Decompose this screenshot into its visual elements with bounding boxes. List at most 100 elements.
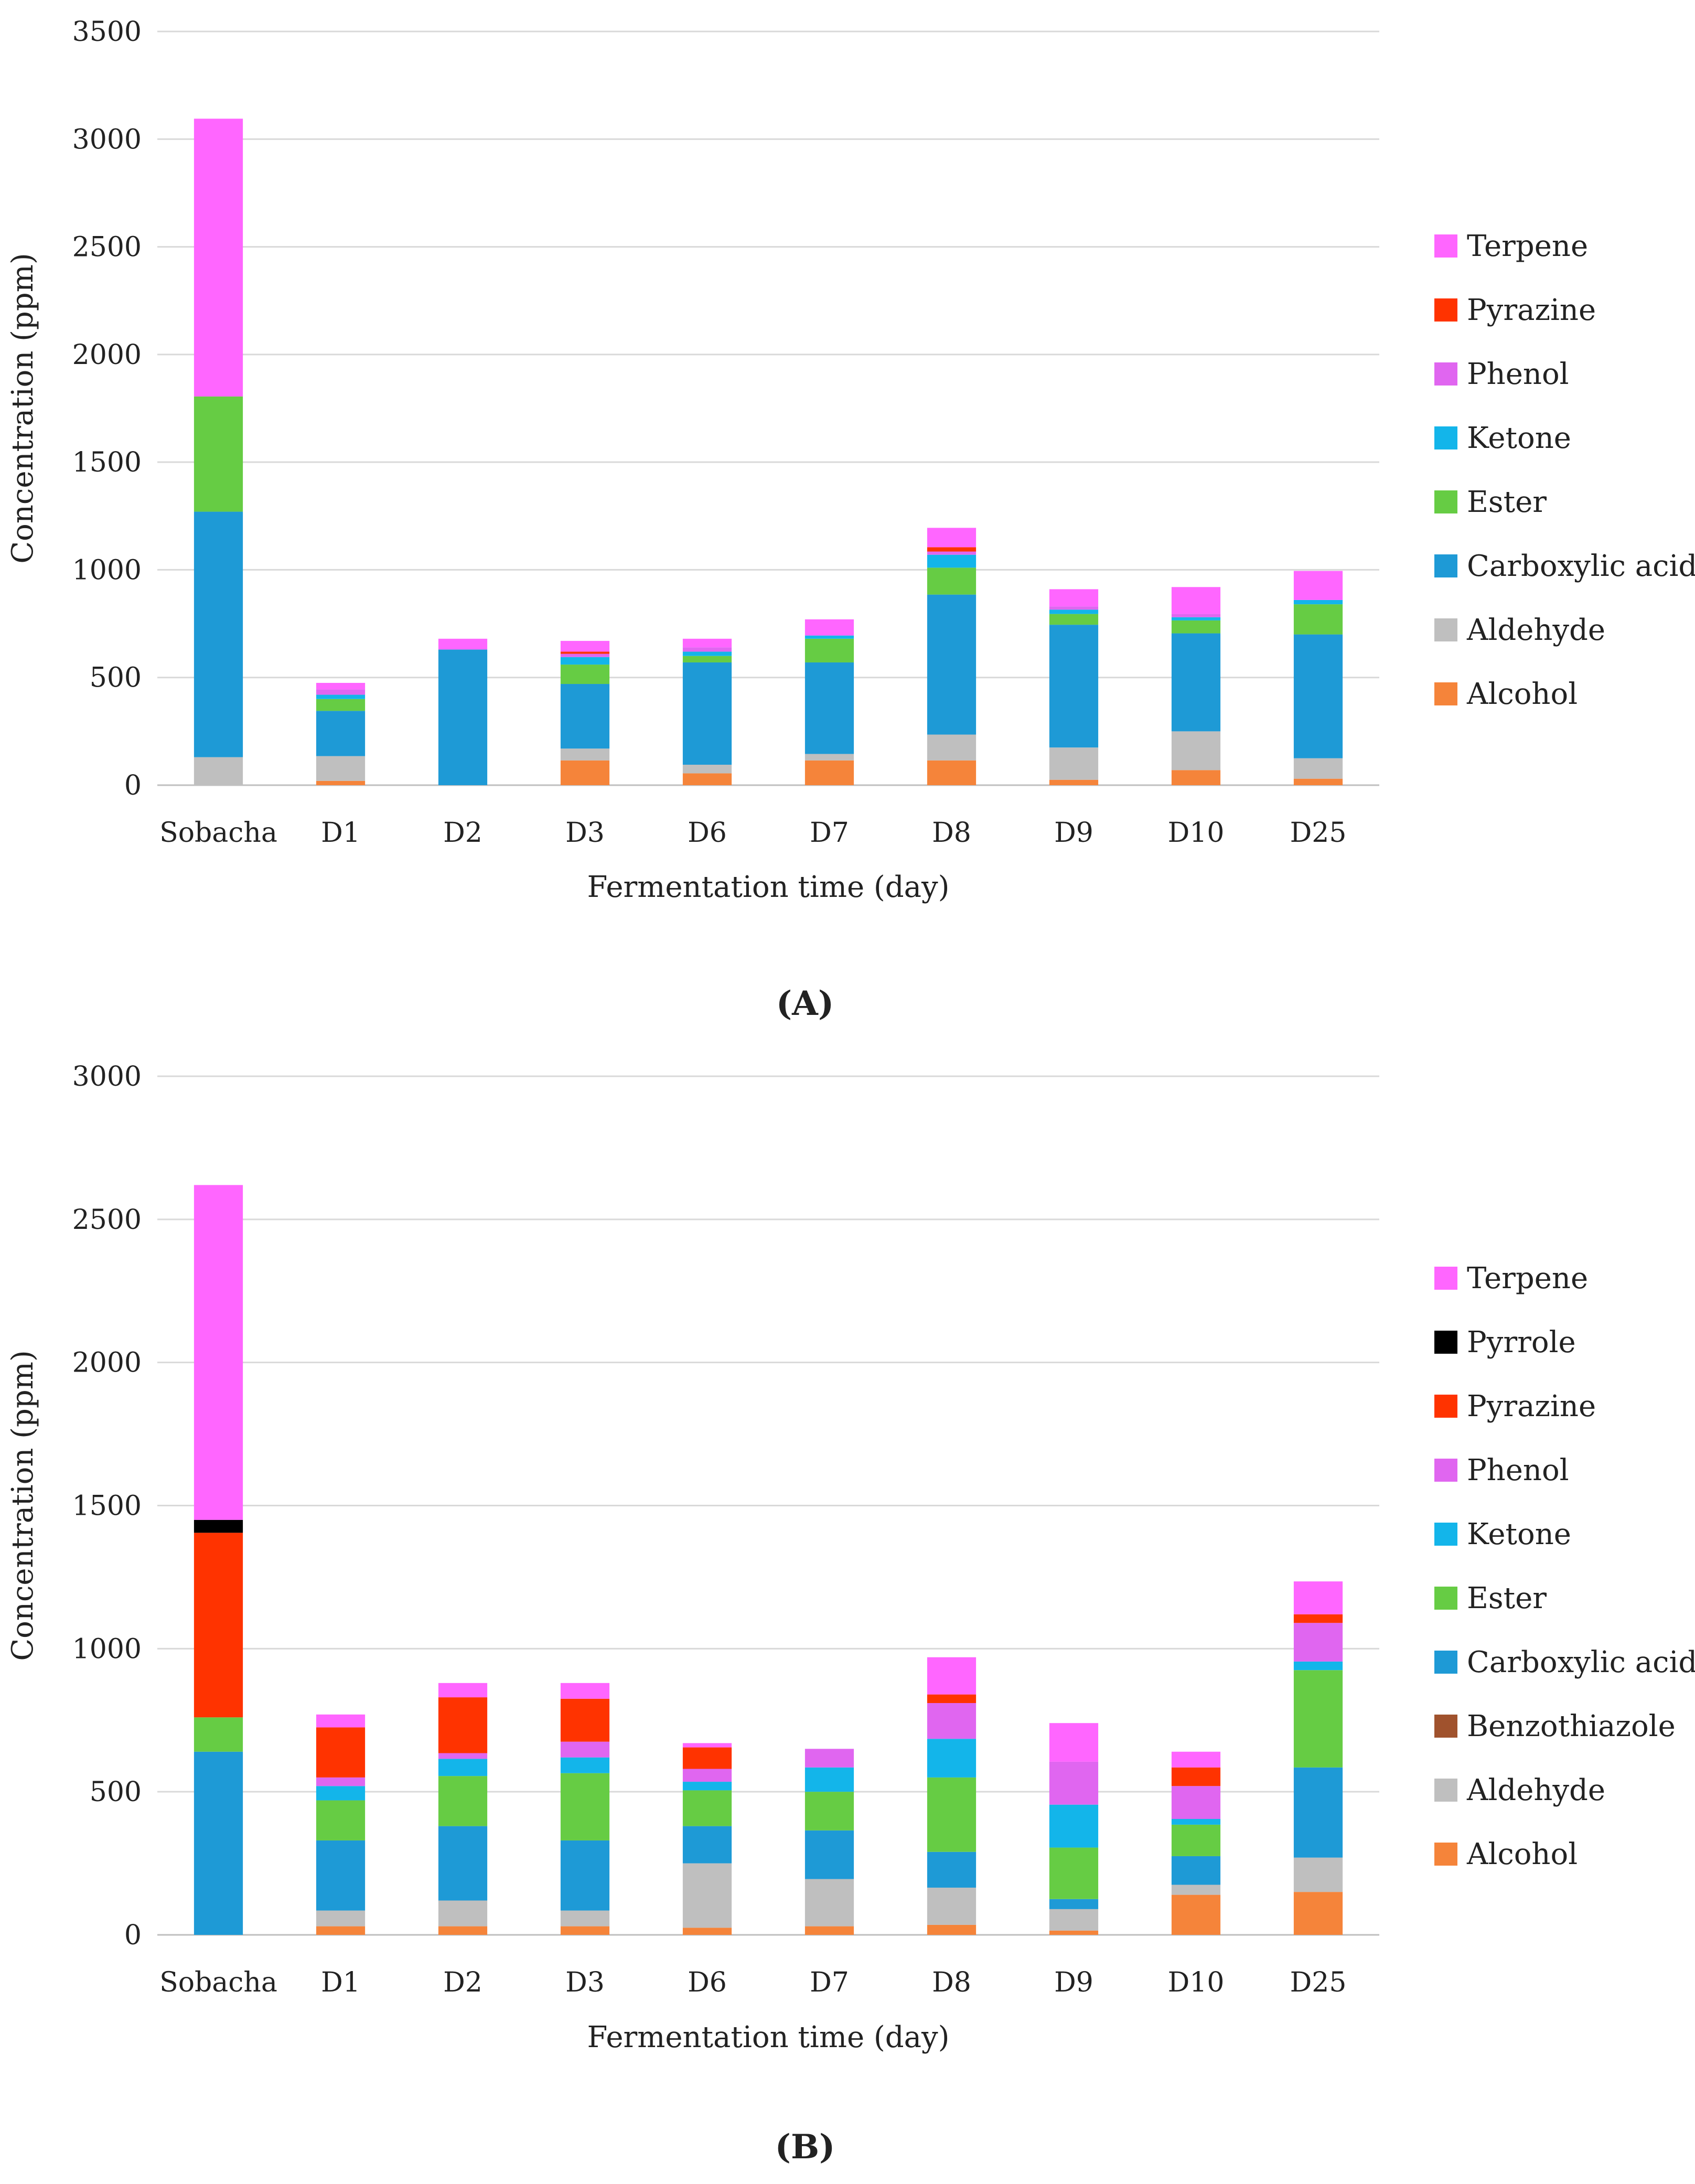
bar-segment-aldehyde-d6 <box>682 1863 732 1928</box>
bar-segment-ketone-d25 <box>1293 599 1343 605</box>
legend-swatch-terpene <box>1434 1267 1457 1290</box>
legend-label-phenol: Phenol <box>1467 357 1569 391</box>
bar-segment-terpene-d25 <box>1293 1581 1343 1614</box>
bar-segment-phenol-d6 <box>682 647 732 652</box>
y-tick-label: 0 <box>124 1920 142 1951</box>
bar-segment-ketone-d7 <box>804 1767 854 1792</box>
bar-segment-alcohol-d8 <box>927 1924 977 1935</box>
bar-segment-phenol-d2 <box>438 1753 488 1759</box>
bar-segment-ester-d3 <box>560 665 610 684</box>
bar-segment-carboxylic-acid-d7 <box>804 1830 854 1879</box>
y-tick-label: 2000 <box>72 339 142 371</box>
x-axis-title: Fermentation time (day) <box>587 2020 950 2054</box>
bar-segment-carboxylic-acid-sobacha <box>194 1751 243 1935</box>
bar-segment-alcohol-d25 <box>1293 1892 1343 1935</box>
legend-label-pyrazine: Pyrazine <box>1467 293 1596 327</box>
bar-segment-aldehyde-d8 <box>927 734 977 761</box>
bar-segment-aldehyde-d7 <box>804 754 854 761</box>
bar-segment-phenol-d3 <box>560 654 610 657</box>
x-tick-label: D9 <box>1054 817 1093 849</box>
legend-swatch-alcohol <box>1434 682 1457 705</box>
y-tick-label: 3000 <box>72 124 142 155</box>
bar-segment-pyrazine-d1 <box>316 1727 366 1778</box>
bar-segment-carboxylic-acid-d3 <box>560 684 610 749</box>
x-tick-label: D3 <box>565 817 605 849</box>
bar-segment-alcohol-d8 <box>927 760 977 785</box>
bar-segment-aldehyde-d7 <box>804 1879 854 1926</box>
bar-segment-phenol-d10 <box>1171 614 1221 617</box>
bar-segment-alcohol-d9 <box>1049 1930 1099 1935</box>
bar-segment-ketone-d3 <box>560 657 610 665</box>
bar-segment-aldehyde-sobacha <box>194 757 243 785</box>
x-tick-label: D8 <box>932 817 971 849</box>
x-tick-label: D6 <box>688 817 727 849</box>
bar-segment-alcohol-d2 <box>438 1926 488 1935</box>
bar-segment-alcohol-d10 <box>1171 770 1221 785</box>
bar-segment-terpene-d3 <box>560 1683 610 1699</box>
bar-segment-ketone-d1 <box>316 1786 366 1801</box>
bar-segment-terpene-d9 <box>1049 589 1099 607</box>
bar-segment-aldehyde-d25 <box>1293 758 1343 779</box>
bar-segment-carboxylic-acid-d25 <box>1293 1767 1343 1858</box>
bar-segment-carboxylic-acid-d6 <box>682 1826 732 1864</box>
bar-segment-aldehyde-d2 <box>438 1900 488 1926</box>
bar-segment-pyrazine-d3 <box>560 651 610 654</box>
bar-segment-alcohol-d6 <box>682 1928 732 1935</box>
bar-segment-pyrazine-d8 <box>927 547 977 552</box>
bar-segment-terpene-d10 <box>1171 587 1221 614</box>
bar-segment-pyrazine-d25 <box>1293 1614 1343 1623</box>
bar-segment-aldehyde-d1 <box>316 1910 366 1926</box>
bar-segment-ester-sobacha <box>194 1717 243 1752</box>
x-tick-label: D25 <box>1290 817 1347 849</box>
x-tick-label: D2 <box>443 817 482 849</box>
bar-segment-ester-d7 <box>804 638 854 662</box>
bar-segment-terpene-d2 <box>438 1683 488 1698</box>
y-tick-label: 1000 <box>72 1633 142 1665</box>
x-tick-label: D10 <box>1168 817 1225 849</box>
x-tick-label: D1 <box>321 1967 360 1998</box>
x-tick-label: D2 <box>443 1967 482 1998</box>
y-axis-title: Concentration (ppm) <box>6 1350 40 1661</box>
bar-segment-alcohol-d10 <box>1171 1894 1221 1935</box>
y-axis-title: Concentration (ppm) <box>6 253 40 563</box>
x-tick-label: D8 <box>932 1967 971 1998</box>
bar-segment-terpene-d8 <box>927 528 977 548</box>
x-tick-label: Sobacha <box>159 817 277 849</box>
legend-swatch-pyrrole <box>1434 1331 1457 1354</box>
bar-segment-carboxylic-acid-sobacha <box>194 511 243 757</box>
legend-label-pyrrole: Pyrrole <box>1467 1325 1576 1359</box>
bar-segment-phenol-d8 <box>927 1703 977 1739</box>
y-tick-label: 1000 <box>72 554 142 586</box>
bar-segment-ketone-d3 <box>560 1757 610 1773</box>
bar-segment-ester-d7 <box>804 1792 854 1830</box>
legend-swatch-alcohol <box>1434 1843 1457 1866</box>
bar-segment-carboxylic-acid-d10 <box>1171 633 1221 732</box>
bar-segment-ketone-d10 <box>1171 1819 1221 1825</box>
legend-swatch-ester <box>1434 490 1457 513</box>
bar-segment-carboxylic-acid-d25 <box>1293 634 1343 758</box>
legend-label-aldehyde: Aldehyde <box>1466 1773 1605 1807</box>
bar-segment-carboxylic-acid-d2 <box>438 1826 488 1901</box>
bar-segment-alcohol-d3 <box>560 760 610 785</box>
legend-label-terpene: Terpene <box>1467 229 1588 263</box>
bar-segment-carboxylic-acid-d10 <box>1171 1856 1221 1885</box>
legend-label-phenol: Phenol <box>1467 1453 1569 1487</box>
bar-segment-terpene-d25 <box>1293 571 1343 600</box>
legend-swatch-phenol <box>1434 362 1457 386</box>
bar-segment-carboxylic-acid-d1 <box>316 1840 366 1911</box>
legend-swatch-aldehyde <box>1434 1779 1457 1802</box>
bar-segment-ketone-d7 <box>804 635 854 639</box>
legend-label-ester: Ester <box>1467 485 1547 519</box>
legend-swatch-carboxylic-acid <box>1434 1651 1457 1674</box>
bar-segment-terpene-d1 <box>316 682 366 690</box>
bar-segment-ester-d3 <box>560 1773 610 1840</box>
bar-segment-alcohol-d7 <box>804 1926 854 1935</box>
bar-segment-carboxylic-acid-d9 <box>1049 625 1099 748</box>
chart-a: 0 500 1000 1500 2000 2500 3000 3500 Sobacha D1 D2 D… <box>6 16 1695 1023</box>
bar-segment-ketone-d8 <box>927 554 977 568</box>
legend-label-ketone: Ketone <box>1467 1517 1571 1551</box>
legend-swatch-phenol <box>1434 1459 1457 1482</box>
bar-segment-ketone-d1 <box>316 694 366 699</box>
legend-label-pyrazine: Pyrazine <box>1467 1389 1596 1423</box>
bar-segment-phenol-d9 <box>1049 1761 1099 1805</box>
